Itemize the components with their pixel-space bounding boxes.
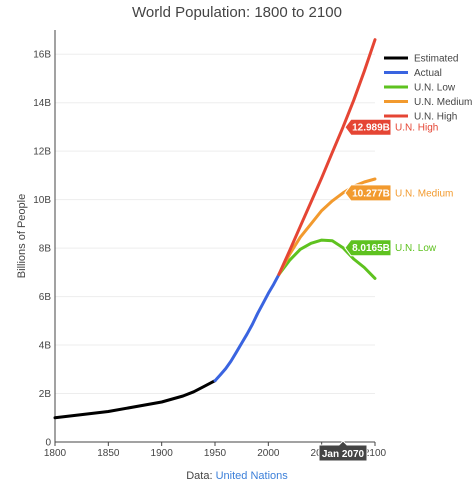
united-nations-link[interactable]: United Nations [215, 470, 288, 482]
gridlines [55, 53, 375, 395]
series-line-u-n-high [277, 38, 377, 276]
y-tick-label: 14B [33, 98, 51, 109]
x-tick-label: 2000 [257, 448, 280, 459]
series-line-actual [213, 272, 281, 383]
legend-item-estimated[interactable]: Estimated [384, 54, 458, 65]
data-source-footer: Data: United Nations [0, 470, 474, 482]
y-tick-label: 2B [39, 389, 52, 400]
legend-label: Actual [414, 68, 442, 79]
axes [54, 30, 376, 446]
hover-label-u-n-medium: 10.277B U.N. Medium [344, 184, 453, 202]
hover-x-label: Jan 2070 [318, 440, 368, 462]
plot-background [55, 30, 375, 442]
legend-item-u-n-medium[interactable]: U.N. Medium [384, 97, 472, 108]
hover-label-box [344, 184, 392, 202]
legend-item-u-n-low[interactable]: U.N. Low [384, 83, 456, 94]
y-tick-label: 10B [33, 195, 51, 206]
y-tick-label: 0 [45, 438, 51, 449]
y-tick-label: 12B [33, 147, 51, 158]
x-tick-label: 1850 [97, 448, 120, 459]
chart-title: World Population: 1800 to 2100 [132, 4, 342, 21]
series-line-estimated [53, 379, 217, 420]
x-tick-label: 1900 [151, 448, 174, 459]
hover-series-name: U.N. Medium [395, 188, 453, 199]
legend-item-actual[interactable]: Actual [384, 68, 442, 79]
series-lines [53, 38, 377, 420]
hover-value: 12.989B [352, 123, 390, 134]
y-tick-label: 8B [39, 244, 52, 255]
hover-label-box [344, 118, 392, 136]
y-tick-label: 4B [39, 341, 52, 352]
hover-series-name: U.N. Low [395, 243, 437, 254]
y-tick-label: 16B [33, 50, 51, 61]
y-axis-title: Billions of People [16, 194, 28, 278]
hover-value: 8.0165B [352, 243, 390, 254]
legend-label: U.N. Medium [414, 97, 472, 108]
legend[interactable]: Estimated Actual U.N. Low U.N. Medium U.N. H… [384, 54, 472, 123]
hover-label-u-n-low: 8.0165B U.N. Low [344, 239, 437, 257]
x-tick-label: 1800 [44, 448, 67, 459]
x-tick-label: 1950 [204, 448, 227, 459]
data-source-prefix: Data: [186, 470, 216, 482]
legend-label: U.N. High [414, 112, 457, 123]
hover-label-u-n-high: 12.989B U.N. High [344, 118, 438, 136]
hover-x-value: Jan 2070 [322, 449, 365, 460]
legend-item-u-n-high[interactable]: U.N. High [384, 112, 457, 123]
y-tick-label: 6B [39, 292, 52, 303]
hover-x-label-box [318, 440, 368, 462]
x-tick-label: 2100 [364, 448, 387, 459]
series-line-u-n-low [277, 238, 377, 280]
series-line-u-n-medium [277, 177, 377, 276]
hover-label-box [344, 239, 392, 257]
hover-value: 10.277B [352, 188, 390, 199]
y-axis-tick-labels: 0 2B 4B 6B 8B 10B 12B 14B 16B [33, 50, 51, 449]
legend-label: Estimated [414, 54, 458, 65]
legend-label: U.N. Low [414, 83, 456, 94]
hover-series-name: U.N. High [395, 123, 438, 134]
hover-layer: 12.989B U.N. High 10.277B U.N. Medium 8.0165… [318, 118, 453, 462]
